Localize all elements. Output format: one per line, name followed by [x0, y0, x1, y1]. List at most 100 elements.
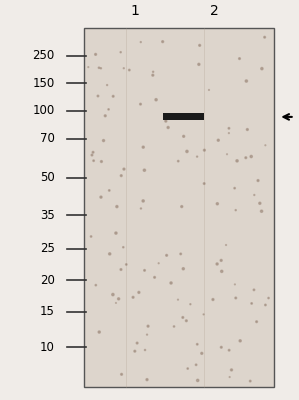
Point	[121, 65, 126, 72]
Point	[119, 371, 124, 378]
Text: 1: 1	[130, 4, 139, 18]
Point	[232, 185, 237, 191]
Point	[233, 207, 238, 213]
Point	[122, 166, 126, 172]
Point	[151, 68, 155, 75]
Bar	[163, 113, 204, 120]
Point	[238, 338, 242, 344]
Point	[111, 291, 115, 298]
Point	[121, 244, 126, 250]
Point	[219, 344, 224, 350]
Point	[118, 49, 123, 56]
Text: 35: 35	[40, 209, 55, 222]
Point	[215, 200, 220, 207]
Point	[172, 323, 176, 330]
Point	[111, 93, 116, 100]
Point	[156, 260, 161, 266]
Point	[135, 340, 140, 346]
Text: 100: 100	[33, 104, 55, 118]
Point	[97, 64, 101, 71]
Point	[201, 311, 206, 318]
Point	[142, 267, 147, 274]
Point	[227, 130, 231, 136]
Point	[127, 67, 132, 73]
Point	[227, 374, 232, 380]
Point	[97, 329, 102, 335]
Point	[132, 348, 137, 354]
Point	[263, 302, 268, 308]
Point	[248, 378, 253, 384]
Point	[227, 125, 231, 132]
Point	[138, 39, 143, 45]
Point	[89, 233, 94, 240]
Point	[202, 180, 207, 187]
Point	[176, 158, 181, 164]
Point	[178, 251, 183, 257]
Point	[234, 295, 238, 301]
Text: 50: 50	[40, 172, 55, 184]
Point	[138, 205, 143, 212]
Point	[124, 261, 129, 268]
Point	[93, 282, 98, 288]
Point	[107, 187, 112, 194]
Point	[143, 347, 147, 353]
Point	[164, 118, 168, 124]
Point	[244, 78, 249, 84]
Point	[257, 200, 262, 206]
Point	[137, 289, 141, 296]
Point	[176, 296, 180, 303]
Point	[141, 144, 146, 150]
Point	[184, 148, 189, 155]
Point	[119, 266, 123, 273]
Text: 150: 150	[33, 77, 55, 90]
Point	[227, 347, 231, 354]
Point	[219, 257, 224, 264]
Point	[263, 142, 268, 148]
Point	[169, 280, 173, 286]
Point	[195, 377, 200, 384]
Point	[138, 101, 143, 107]
Point	[145, 332, 150, 338]
Point	[114, 230, 118, 236]
Point	[219, 268, 224, 274]
Point	[96, 93, 100, 99]
Point	[215, 261, 219, 267]
Text: 10: 10	[40, 341, 55, 354]
Point	[150, 72, 155, 78]
Point	[181, 133, 186, 140]
Point	[229, 367, 234, 373]
Point	[103, 112, 108, 119]
Point	[224, 242, 228, 248]
Point	[98, 65, 103, 72]
Point	[235, 158, 239, 164]
Point	[210, 296, 215, 303]
Point	[202, 147, 207, 153]
Point	[207, 87, 211, 93]
Bar	[84, 28, 274, 387]
Point	[131, 294, 135, 300]
Point	[86, 64, 91, 70]
Point	[259, 208, 264, 214]
Point	[93, 51, 98, 58]
Point	[179, 203, 184, 210]
Point	[114, 300, 118, 306]
Point	[106, 106, 111, 112]
Point	[249, 153, 254, 160]
Point	[185, 365, 190, 372]
Text: 70: 70	[40, 132, 55, 145]
Point	[256, 177, 260, 184]
Point	[251, 287, 256, 293]
Point	[116, 296, 121, 302]
Point	[199, 350, 204, 356]
Point	[197, 42, 202, 48]
Point	[105, 82, 109, 88]
Point	[180, 314, 185, 321]
Point	[188, 301, 193, 308]
Point	[101, 137, 106, 144]
Point	[195, 154, 199, 160]
Point	[99, 194, 103, 200]
Point	[115, 203, 119, 210]
Point	[107, 251, 112, 257]
Point	[237, 55, 242, 62]
Text: 15: 15	[40, 306, 55, 318]
